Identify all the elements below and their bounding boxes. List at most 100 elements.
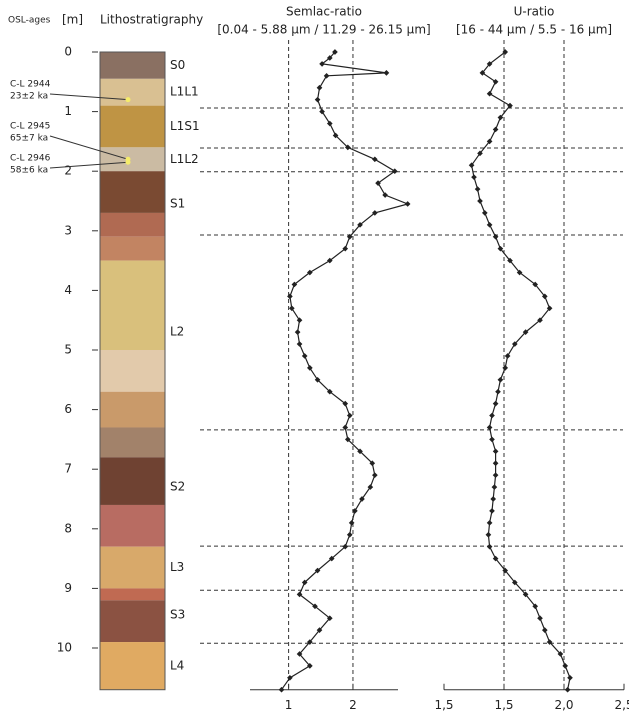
- litho-layer: [100, 600, 165, 642]
- depth-tick-label: 9: [64, 581, 72, 595]
- unit-label: S1: [170, 196, 185, 210]
- litho-layer: [100, 261, 165, 350]
- ratio-point: [487, 544, 493, 550]
- ratio-point: [502, 365, 508, 371]
- x-tick-label: 1,5: [494, 698, 513, 712]
- figure: OSL-ages [m] Lithostratigraphy 012345678…: [0, 0, 629, 714]
- ratio-point: [372, 156, 378, 162]
- ratio-point: [567, 675, 573, 681]
- ratio-point: [297, 341, 303, 347]
- ratio-point: [372, 472, 378, 478]
- ratio-point: [493, 460, 499, 466]
- ratio-point: [487, 520, 493, 526]
- ratio-point: [487, 222, 493, 228]
- unit-label: S2: [170, 480, 185, 494]
- ratio-point: [477, 198, 483, 204]
- depth-unit: [m]: [62, 13, 83, 27]
- ratio-point: [405, 201, 411, 207]
- x-tick-label: 2,0: [554, 698, 573, 712]
- ratio-point: [493, 448, 499, 454]
- ratio-point: [324, 73, 330, 79]
- x-tick-label: 1: [285, 698, 293, 712]
- ratio-point: [493, 127, 499, 133]
- ratio-point: [489, 413, 495, 419]
- ratio-point: [327, 121, 333, 127]
- litho-layer: [100, 588, 165, 600]
- depth-tick-label: 0: [64, 45, 72, 59]
- ratio-point: [317, 85, 323, 91]
- ratio-point: [495, 389, 501, 395]
- litho-header: Lithostratigraphy: [100, 13, 203, 27]
- ratio-point: [347, 413, 353, 419]
- x-tick-label: 1,5: [434, 698, 453, 712]
- ratio-point: [307, 365, 313, 371]
- litho-layer: [100, 457, 165, 505]
- litho-layer: [100, 213, 165, 237]
- litho-layer: [100, 171, 165, 213]
- unit-label: L1L2: [170, 152, 199, 166]
- ratio-point: [287, 294, 293, 300]
- osl-lab: C-L 2944: [10, 80, 51, 90]
- depth-tick-label: 5: [64, 343, 72, 357]
- ratio-point: [492, 484, 498, 490]
- ratio-point: [505, 353, 511, 359]
- depth-tick-label: 8: [64, 521, 72, 535]
- depth-tick-label: 1: [64, 104, 72, 118]
- litho-layer: [100, 350, 165, 392]
- osl-header: OSL-ages: [8, 16, 51, 26]
- chart-title: U-ratio: [514, 5, 555, 19]
- litho-layer: [100, 505, 165, 547]
- ratio-point: [565, 687, 571, 693]
- unit-label: L1S1: [170, 119, 200, 133]
- ratio-point: [493, 401, 499, 407]
- litho-layer: [100, 79, 165, 106]
- depth-tick-label: 3: [64, 223, 72, 237]
- x-tick-label: 2,5: [614, 698, 629, 712]
- x-tick-label: 2: [349, 698, 357, 712]
- unit-label: S0: [170, 58, 185, 72]
- ratio-line: [472, 52, 570, 690]
- depth-tick-label: 2: [64, 164, 72, 178]
- chart-subtitle: [16 - 44 µm / 5.5 - 16 µm]: [456, 23, 612, 37]
- chart-title: Semlac-ratio: [286, 5, 362, 19]
- litho-layer: [100, 642, 165, 690]
- ratio-point: [382, 192, 388, 198]
- litho-layer: [100, 427, 165, 457]
- ratio-point: [295, 329, 301, 335]
- litho-layer: [100, 392, 165, 428]
- unit-label: L4: [170, 658, 184, 672]
- ratio-point: [349, 520, 355, 526]
- ratio-point: [347, 532, 353, 538]
- osl-sample: [126, 97, 131, 102]
- litho-layer: [100, 147, 165, 171]
- unit-label: S3: [170, 608, 185, 622]
- ratio-point: [486, 532, 492, 538]
- osl-age: 65±7 ka: [10, 134, 48, 144]
- ratio-point: [537, 615, 543, 621]
- osl-lab: C-L 2945: [10, 122, 50, 132]
- litho-layer: [100, 106, 165, 148]
- ratio-point: [302, 353, 308, 359]
- unit-label: L3: [170, 560, 184, 574]
- depth-tick-label: 6: [64, 402, 72, 416]
- chart-subtitle: [0.04 - 5.88 µm / 11.29 - 26.15 µm]: [217, 23, 430, 37]
- ratio-point: [498, 377, 504, 383]
- ratio-point: [482, 210, 488, 216]
- ratio-point: [562, 663, 568, 669]
- litho-layer: [100, 547, 165, 589]
- unit-label: L1L1: [170, 85, 199, 99]
- ratio-point: [489, 508, 495, 514]
- depth-tick-label: 10: [57, 641, 72, 655]
- ratio-point: [384, 70, 390, 76]
- ratio-point: [475, 186, 481, 192]
- osl-lab: C-L 2946: [10, 154, 51, 164]
- ratio-point: [289, 305, 295, 311]
- ratio-point: [471, 174, 477, 180]
- litho-layer: [100, 237, 165, 261]
- ratio-point: [489, 437, 495, 443]
- ratio-point: [493, 472, 499, 478]
- unit-label: L2: [170, 325, 184, 339]
- litho-layer: [100, 52, 165, 79]
- depth-tick-label: 7: [64, 462, 72, 476]
- osl-sample: [126, 160, 131, 165]
